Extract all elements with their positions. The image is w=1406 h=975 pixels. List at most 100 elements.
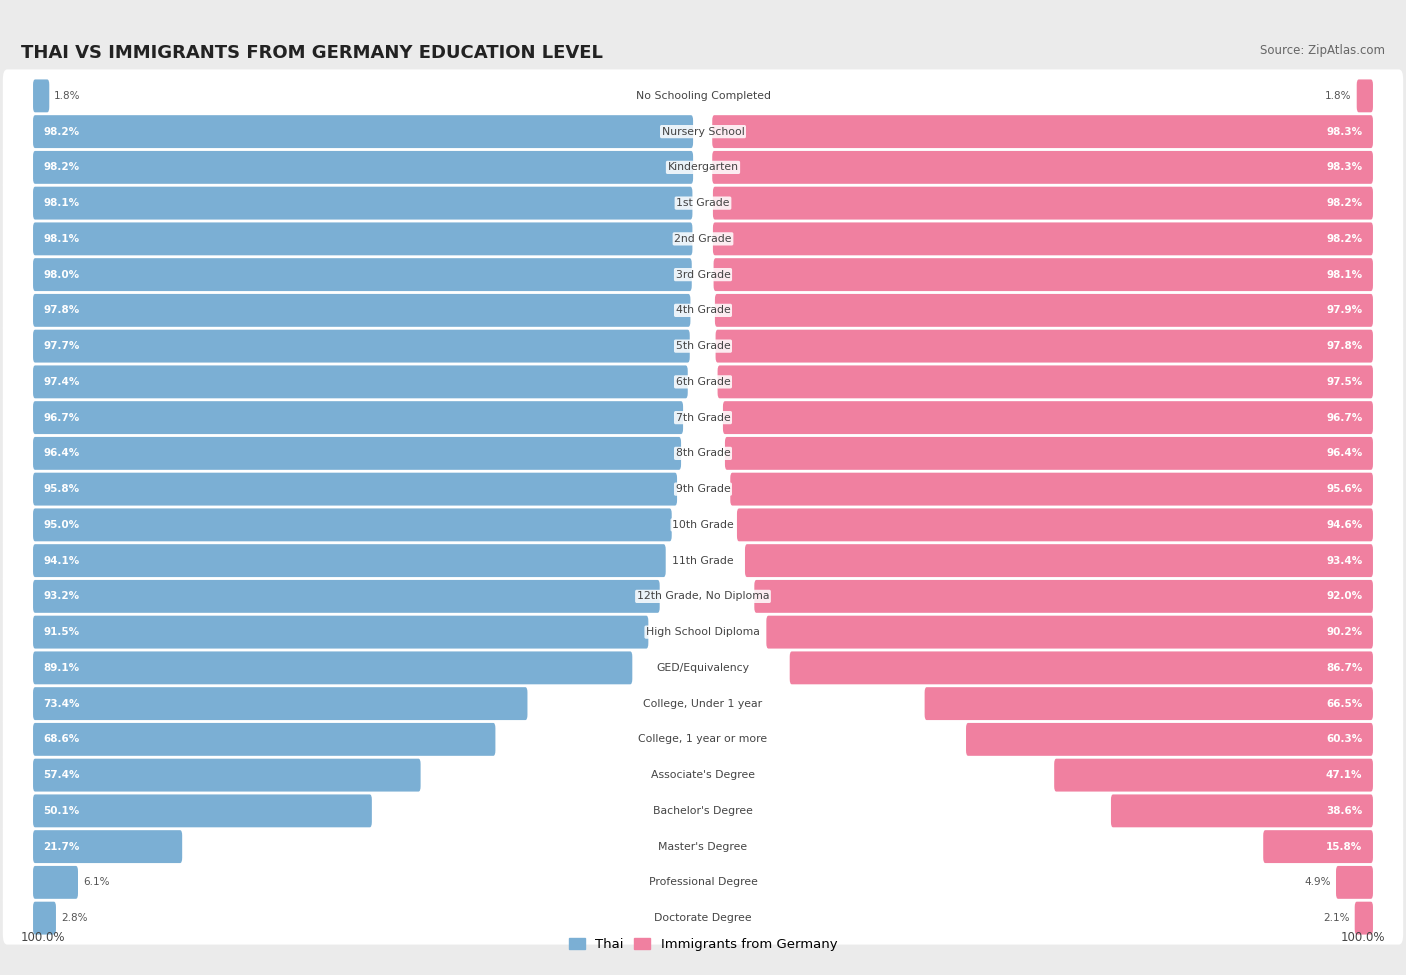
FancyBboxPatch shape	[3, 678, 1403, 730]
FancyBboxPatch shape	[1357, 79, 1372, 112]
Text: 97.4%: 97.4%	[44, 377, 80, 387]
FancyBboxPatch shape	[3, 213, 1403, 265]
Text: 98.2%: 98.2%	[44, 127, 80, 136]
Text: Kindergarten: Kindergarten	[668, 163, 738, 173]
Text: Nursery School: Nursery School	[662, 127, 744, 136]
FancyBboxPatch shape	[3, 605, 1403, 658]
Text: 97.5%: 97.5%	[1326, 377, 1362, 387]
Text: 86.7%: 86.7%	[1326, 663, 1362, 673]
FancyBboxPatch shape	[790, 651, 1372, 684]
Text: 12th Grade, No Diploma: 12th Grade, No Diploma	[637, 592, 769, 602]
FancyBboxPatch shape	[1111, 795, 1372, 828]
Text: 73.4%: 73.4%	[44, 699, 80, 709]
Text: Master's Degree: Master's Degree	[658, 841, 748, 851]
Text: 60.3%: 60.3%	[1326, 734, 1362, 744]
Text: Bachelor's Degree: Bachelor's Degree	[652, 806, 754, 816]
Text: 98.3%: 98.3%	[1326, 127, 1362, 136]
FancyBboxPatch shape	[745, 544, 1372, 577]
Text: 97.8%: 97.8%	[1326, 341, 1362, 351]
Text: 96.4%: 96.4%	[1326, 448, 1362, 458]
Text: Associate's Degree: Associate's Degree	[651, 770, 755, 780]
FancyBboxPatch shape	[34, 79, 49, 112]
FancyBboxPatch shape	[3, 141, 1403, 194]
FancyBboxPatch shape	[730, 473, 1372, 506]
Text: College, 1 year or more: College, 1 year or more	[638, 734, 768, 744]
FancyBboxPatch shape	[34, 687, 527, 721]
Text: 92.0%: 92.0%	[1326, 592, 1362, 602]
FancyBboxPatch shape	[34, 795, 371, 828]
Text: 2nd Grade: 2nd Grade	[675, 234, 731, 244]
Text: 98.1%: 98.1%	[44, 198, 80, 208]
FancyBboxPatch shape	[34, 401, 683, 434]
Text: 7th Grade: 7th Grade	[676, 412, 730, 422]
Text: 66.5%: 66.5%	[1326, 699, 1362, 709]
Text: 6.1%: 6.1%	[83, 878, 110, 887]
Text: Source: ZipAtlas.com: Source: ZipAtlas.com	[1260, 44, 1385, 57]
Text: 1.8%: 1.8%	[1326, 91, 1351, 100]
FancyBboxPatch shape	[717, 366, 1372, 399]
FancyBboxPatch shape	[713, 151, 1372, 184]
Text: 8th Grade: 8th Grade	[676, 448, 730, 458]
FancyBboxPatch shape	[1336, 866, 1372, 899]
FancyBboxPatch shape	[34, 222, 692, 255]
Text: 3rd Grade: 3rd Grade	[675, 270, 731, 280]
FancyBboxPatch shape	[34, 544, 665, 577]
FancyBboxPatch shape	[713, 222, 1372, 255]
Text: 2.1%: 2.1%	[1323, 914, 1350, 923]
Text: 68.6%: 68.6%	[44, 734, 80, 744]
FancyBboxPatch shape	[34, 115, 693, 148]
Text: 96.4%: 96.4%	[44, 448, 80, 458]
FancyBboxPatch shape	[34, 508, 672, 541]
Text: GED/Equivalency: GED/Equivalency	[657, 663, 749, 673]
FancyBboxPatch shape	[34, 830, 183, 863]
FancyBboxPatch shape	[3, 427, 1403, 480]
FancyBboxPatch shape	[3, 642, 1403, 694]
Text: No Schooling Completed: No Schooling Completed	[636, 91, 770, 100]
FancyBboxPatch shape	[34, 330, 690, 363]
Text: Professional Degree: Professional Degree	[648, 878, 758, 887]
Text: 97.9%: 97.9%	[1326, 305, 1362, 315]
Text: 93.2%: 93.2%	[44, 592, 80, 602]
FancyBboxPatch shape	[1263, 830, 1372, 863]
Text: 98.2%: 98.2%	[1326, 198, 1362, 208]
FancyBboxPatch shape	[34, 580, 659, 613]
Text: 98.3%: 98.3%	[1326, 163, 1362, 173]
FancyBboxPatch shape	[34, 651, 633, 684]
FancyBboxPatch shape	[34, 258, 692, 292]
FancyBboxPatch shape	[34, 366, 688, 399]
FancyBboxPatch shape	[1054, 759, 1372, 792]
FancyBboxPatch shape	[3, 856, 1403, 909]
Text: 57.4%: 57.4%	[44, 770, 80, 780]
Text: 4.9%: 4.9%	[1305, 878, 1331, 887]
FancyBboxPatch shape	[766, 615, 1372, 648]
Text: 94.6%: 94.6%	[1326, 520, 1362, 529]
FancyBboxPatch shape	[1355, 902, 1372, 935]
FancyBboxPatch shape	[3, 713, 1403, 765]
Text: 94.1%: 94.1%	[44, 556, 80, 566]
FancyBboxPatch shape	[3, 498, 1403, 551]
Text: 50.1%: 50.1%	[44, 806, 80, 816]
FancyBboxPatch shape	[713, 115, 1372, 148]
FancyBboxPatch shape	[34, 759, 420, 792]
Text: 90.2%: 90.2%	[1326, 627, 1362, 637]
Text: 47.1%: 47.1%	[1326, 770, 1362, 780]
Text: 10th Grade: 10th Grade	[672, 520, 734, 529]
Text: THAI VS IMMIGRANTS FROM GERMANY EDUCATION LEVEL: THAI VS IMMIGRANTS FROM GERMANY EDUCATIO…	[21, 44, 603, 61]
FancyBboxPatch shape	[34, 866, 77, 899]
FancyBboxPatch shape	[737, 508, 1372, 541]
FancyBboxPatch shape	[3, 785, 1403, 838]
Text: 1.8%: 1.8%	[55, 91, 80, 100]
FancyBboxPatch shape	[3, 105, 1403, 158]
FancyBboxPatch shape	[3, 463, 1403, 516]
FancyBboxPatch shape	[723, 401, 1372, 434]
FancyBboxPatch shape	[3, 820, 1403, 873]
Text: 98.0%: 98.0%	[44, 270, 80, 280]
Text: 100.0%: 100.0%	[21, 931, 66, 945]
Text: 100.0%: 100.0%	[1340, 931, 1385, 945]
FancyBboxPatch shape	[34, 722, 495, 756]
Text: 91.5%: 91.5%	[44, 627, 80, 637]
FancyBboxPatch shape	[966, 722, 1372, 756]
Text: Doctorate Degree: Doctorate Degree	[654, 914, 752, 923]
Text: 96.7%: 96.7%	[1326, 412, 1362, 422]
Text: 11th Grade: 11th Grade	[672, 556, 734, 566]
